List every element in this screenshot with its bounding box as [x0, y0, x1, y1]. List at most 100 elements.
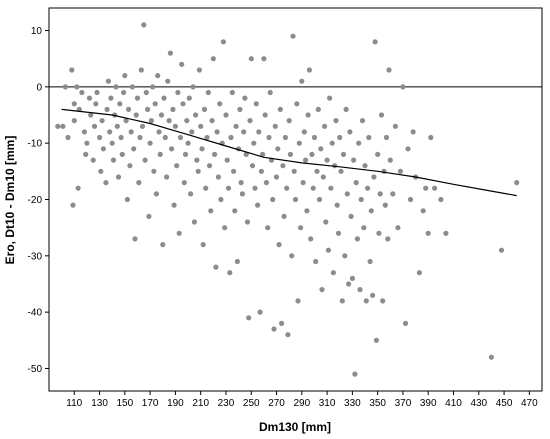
data-point-198 — [322, 123, 328, 129]
data-point-229 — [361, 225, 367, 231]
data-point-1 — [60, 123, 66, 129]
data-point-128 — [233, 123, 239, 129]
data-point-202 — [327, 95, 333, 101]
data-point-241 — [376, 230, 382, 236]
data-point-134 — [241, 129, 247, 135]
x-tick-label-310: 310 — [319, 398, 336, 409]
data-point-76 — [167, 50, 173, 56]
data-point-149 — [260, 151, 266, 157]
x-tick-label-210: 210 — [192, 398, 209, 409]
y-tick-label--30: -30 — [28, 251, 43, 262]
data-point-165 — [280, 163, 286, 169]
y-axis-title: Ero, Dt10 - Dm10 [mm] — [3, 136, 17, 265]
data-point-236 — [370, 292, 376, 298]
data-point-129 — [234, 258, 240, 265]
data-point-98 — [195, 168, 201, 174]
data-point-105 — [204, 134, 210, 141]
data-point-104 — [203, 185, 209, 191]
data-point-140 — [248, 56, 254, 62]
data-point-133 — [239, 191, 245, 197]
x-tick-label-290: 290 — [293, 398, 310, 409]
y-tick-label-10: 10 — [31, 26, 43, 37]
data-point-17 — [90, 157, 96, 163]
data-point-147 — [257, 309, 263, 315]
data-point-178 — [296, 140, 302, 146]
data-point-110 — [210, 56, 216, 62]
data-point-168 — [284, 185, 290, 191]
data-point-75 — [166, 118, 172, 124]
y-tick-label--40: -40 — [28, 308, 43, 319]
data-point-189 — [310, 185, 316, 191]
data-point-16 — [88, 112, 94, 118]
data-point-271 — [514, 180, 520, 186]
data-point-239 — [373, 337, 379, 343]
data-point-41 — [123, 118, 129, 124]
data-point-243 — [378, 112, 385, 118]
data-point-50 — [134, 95, 141, 101]
data-point-112 — [213, 264, 219, 270]
data-point-224 — [354, 236, 360, 242]
data-point-46 — [129, 84, 135, 90]
data-point-138 — [246, 315, 252, 321]
x-tick-label-190: 190 — [167, 398, 184, 409]
data-point-48 — [132, 236, 138, 242]
data-point-248 — [385, 236, 391, 242]
data-point-196 — [319, 287, 325, 293]
data-point-257 — [405, 146, 411, 152]
data-point-151 — [262, 112, 268, 118]
data-point-107 — [206, 163, 213, 169]
data-point-123 — [227, 270, 233, 276]
data-point-108 — [208, 208, 214, 214]
data-point-255 — [400, 84, 406, 90]
data-point-200 — [324, 157, 330, 163]
data-point-44 — [127, 163, 133, 169]
data-point-270 — [498, 247, 505, 253]
data-point-207 — [333, 118, 339, 124]
data-point-264 — [425, 230, 431, 236]
y-tick-label--10: -10 — [28, 139, 43, 150]
data-point-142 — [251, 140, 257, 146]
data-point-177 — [295, 298, 301, 304]
data-point-89 — [184, 118, 190, 124]
data-point-146 — [256, 129, 262, 135]
data-point-71 — [161, 95, 167, 101]
data-point-136 — [243, 151, 249, 157]
data-point-57 — [143, 89, 149, 96]
data-point-183 — [303, 157, 309, 163]
data-point-184 — [304, 208, 310, 214]
data-point-20 — [94, 89, 100, 96]
data-point-249 — [386, 67, 392, 73]
data-point-159 — [272, 123, 278, 129]
data-point-14 — [84, 140, 90, 146]
data-point-8 — [74, 84, 80, 90]
data-point-86 — [180, 101, 186, 107]
data-point-13 — [83, 151, 89, 157]
data-point-122 — [225, 185, 232, 191]
data-point-148 — [258, 168, 264, 174]
data-point-72 — [162, 134, 168, 141]
data-point-219 — [348, 213, 354, 219]
data-point-199 — [323, 219, 329, 225]
data-point-36 — [117, 101, 123, 107]
data-point-28 — [107, 129, 113, 135]
data-point-197 — [320, 174, 326, 180]
data-point-91 — [186, 95, 192, 101]
data-point-19 — [93, 101, 99, 107]
data-point-26 — [104, 106, 110, 112]
data-point-68 — [157, 151, 163, 157]
data-point-175 — [292, 196, 299, 203]
data-point-141 — [249, 163, 256, 169]
data-point-81 — [174, 163, 180, 169]
data-point-9 — [75, 185, 81, 191]
data-point-234 — [367, 258, 373, 265]
data-point-216 — [344, 191, 350, 197]
data-point-235 — [368, 208, 374, 214]
x-tick-label-130: 130 — [91, 398, 108, 409]
data-point-204 — [329, 140, 335, 146]
data-point-217 — [346, 281, 352, 287]
data-point-179 — [298, 225, 304, 231]
data-point-244 — [380, 298, 386, 304]
data-points — [55, 22, 520, 377]
data-point-254 — [397, 168, 403, 174]
data-point-12 — [81, 129, 87, 135]
